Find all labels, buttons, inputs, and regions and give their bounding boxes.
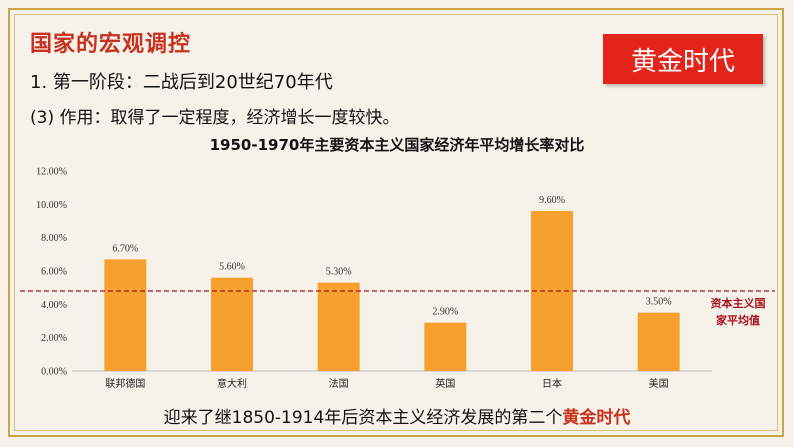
- stage-heading: 1. 第一阶段：二战后到20世纪70年代: [30, 72, 333, 93]
- category-label: 法国: [329, 377, 349, 390]
- y-tick-label: 2.00%: [41, 333, 67, 344]
- bar-value-label: 2.90%: [432, 307, 458, 318]
- bar-value-label: 9.60%: [539, 195, 565, 206]
- conclusion-highlight: 黄金时代: [562, 408, 631, 428]
- y-tick-label: 8.00%: [41, 233, 67, 244]
- bar-value-label: 5.60%: [219, 262, 245, 273]
- effect-text: (3) 作用：取得了一定程度，经济增长一度较快。: [30, 108, 400, 128]
- category-label: 美国: [649, 377, 669, 390]
- bar-value-label: 5.30%: [326, 267, 352, 278]
- section-title: 国家的宏观调控: [30, 32, 192, 57]
- bar-value-label: 3.50%: [646, 297, 672, 308]
- bar-4: [424, 322, 467, 371]
- bar-6: [637, 312, 680, 371]
- y-tick-label: 4.00%: [41, 300, 67, 311]
- category-label: 联邦德国: [105, 377, 145, 390]
- category-label: 意大利: [217, 377, 247, 390]
- bar-2: [211, 277, 253, 371]
- bar-3: [317, 282, 360, 371]
- y-tick-label: 10.00%: [36, 200, 67, 211]
- category-label: 英国: [435, 377, 455, 390]
- slide-frame-inner: [14, 14, 778, 431]
- bar-1: [104, 259, 147, 371]
- conclusion-text: 迎来了继1850-1914年后资本主义经济发展的第二个黄金时代: [0, 403, 794, 428]
- golden-age-badge: 黄金时代: [603, 34, 763, 84]
- y-tick-label: 0.00%: [41, 367, 67, 378]
- average-label: 家平均值: [716, 313, 760, 327]
- conclusion-main: 迎来了继1850-1914年后资本主义经济发展的第二个: [163, 408, 563, 428]
- average-label: 资本主义国: [711, 296, 766, 310]
- category-label: 日本: [542, 377, 562, 390]
- chart-title: 1950-1970年主要资本主义国家经济年平均增长率对比: [209, 136, 585, 154]
- slide-frame-outer: [8, 8, 784, 437]
- y-tick-label: 12.00%: [36, 167, 67, 178]
- y-tick-label: 6.00%: [41, 267, 67, 278]
- bar-value-label: 6.70%: [112, 243, 138, 254]
